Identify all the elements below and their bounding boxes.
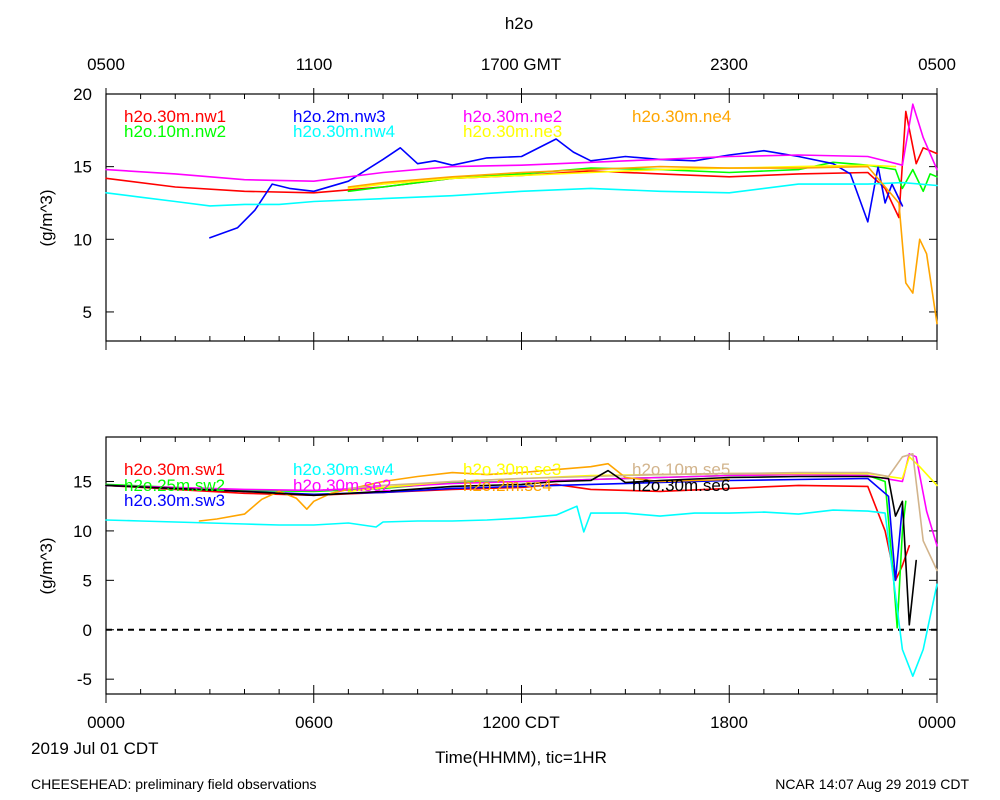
top-panel-ytick-labels: 5 10 15 20 (73, 85, 92, 322)
y-tick-label: 5 (83, 303, 92, 322)
bottom-axis-tick-label: 0600 (295, 713, 333, 732)
top-axis-tick-label: 2300 (710, 55, 748, 74)
legend-entry: h2o.30m.se3 (463, 460, 561, 479)
series-line-h2o-30m-nw1 (105, 110, 938, 219)
y-tick-label: 0 (83, 621, 92, 640)
legend-entry: h2o.30m.nw1 (124, 107, 226, 126)
legend-entry: h2o.30m.se6 (632, 476, 730, 495)
y-tick-label: 20 (73, 85, 92, 104)
series-line-h2o-10m-se5 (347, 452, 938, 572)
footer-timestamp: NCAR 14:07 Aug 29 2019 CDT (775, 776, 969, 792)
legend-entry: h2o.30m.sw3 (124, 491, 225, 510)
top-axis-labels: 0500 1100 1700 GMT 2300 0500 (87, 55, 956, 74)
legend-entry: h2o.10m.se5 (632, 460, 730, 479)
top-axis-tick-label: 0500 (918, 55, 956, 74)
legend-entry: h2o.25m.sw2 (124, 476, 225, 495)
legend-entry: h2o.30m.ne2 (463, 107, 562, 126)
top-panel-series (105, 103, 938, 325)
bottom-panel-series (105, 452, 938, 678)
bottom-axis-tick-label: 0000 (87, 713, 125, 732)
series-line-h2o-30m-se6 (105, 469, 918, 626)
series-line-h2o-2m-nw3 (209, 138, 904, 239)
legend-entry: h2o.2m.nw3 (293, 107, 386, 126)
top-axis-tick-label: 1100 (296, 55, 333, 74)
top-panel-ylabel: (g/m^3) (37, 189, 56, 246)
bottom-axis-tick-label: 1800 (710, 713, 748, 732)
top-panel-legend: h2o.30m.nw1 h2o.10m.nw2 h2o.2m.nw3 h2o.3… (124, 107, 731, 141)
y-tick-label: 10 (73, 522, 92, 541)
legend-entry: h2o.30m.sw1 (124, 460, 225, 479)
series-line-h2o-2m-se4 (198, 462, 731, 522)
series-line-h2o-30m-ne4 (347, 165, 938, 325)
series-line-h2o-30m-nw4 (105, 181, 938, 207)
bottom-panel-ylabel: (g/m^3) (37, 537, 56, 594)
top-panel-ticks (105, 88, 938, 350)
date-label: 2019 Jul 01 CDT (31, 739, 159, 758)
series-line-h2o-30m-sw4 (105, 505, 938, 678)
series-line-h2o-30m-ne2 (105, 103, 938, 182)
legend-entry: h2o.30m.se2 (293, 476, 391, 495)
legend-entry: h2o.10m.nw2 (124, 122, 226, 141)
x-axis-title: Time(HHMM), tic=1HR (435, 748, 607, 767)
y-tick-label: -5 (77, 670, 92, 689)
chart-title: h2o (505, 14, 533, 33)
legend-entry: h2o.30m.sw4 (293, 460, 394, 479)
legend-entry: h2o.30m.ne4 (632, 107, 731, 126)
y-tick-label: 5 (83, 571, 92, 590)
y-tick-label: 15 (73, 472, 92, 491)
y-tick-label: 15 (73, 158, 92, 177)
footer-credit: CHEESEHEAD: preliminary field observatio… (31, 776, 317, 792)
top-axis-tick-label: 1700 GMT (481, 55, 561, 74)
bottom-panel-legend: h2o.30m.sw1 h2o.25m.sw2 h2o.30m.sw3 h2o.… (124, 460, 730, 510)
bottom-panel-ytick-labels: -5 0 5 10 15 (73, 472, 92, 689)
bottom-axis-labels: 0000 0600 1200 CDT 1800 0000 (87, 713, 956, 732)
series-line-h2o-30m-ne3 (347, 164, 897, 190)
bottom-axis-tick-label: 0000 (918, 713, 956, 732)
top-axis-tick-label: 0500 (87, 55, 125, 74)
legend-entry: h2o.30m.nw4 (293, 122, 395, 141)
legend-entry: h2o.2m.se4 (463, 476, 552, 495)
y-tick-label: 10 (73, 230, 92, 249)
bottom-panel-ticks (105, 437, 938, 703)
legend-entry: h2o.30m.ne3 (463, 122, 562, 141)
bottom-axis-tick-label: 1200 CDT (482, 713, 559, 732)
